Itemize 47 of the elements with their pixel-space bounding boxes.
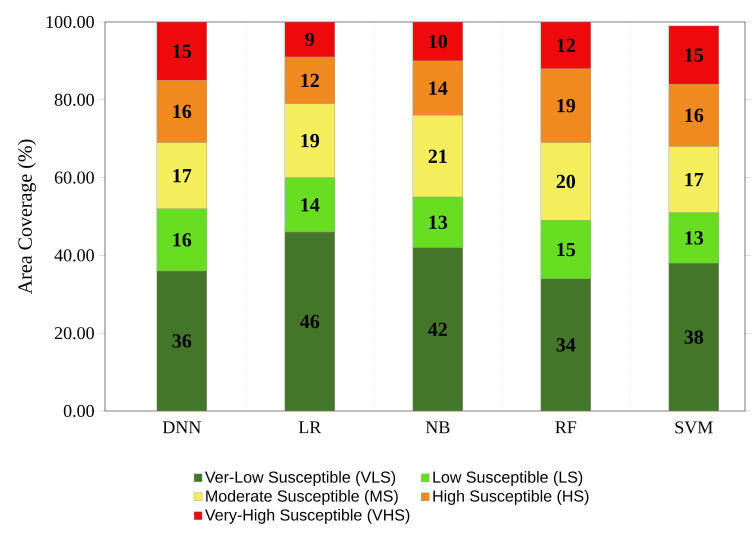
data-label: 16 (685, 108, 704, 122)
x-tick-label: RF (555, 421, 576, 434)
bar (156, 22, 207, 81)
data-label: 13 (429, 216, 448, 230)
legend-label: High Susceptible (HS) (433, 490, 588, 505)
data-label: 13 (685, 231, 704, 245)
y-tick-label: 20.00 (54, 327, 94, 340)
x-tick-label: NB (426, 421, 450, 434)
y-tick-label: 0.00 (64, 404, 94, 418)
bar (668, 26, 719, 84)
data-label: 19 (301, 134, 320, 148)
y-tick-label: 100.00 (46, 16, 94, 28)
data-label: 38 (684, 330, 704, 344)
bar (284, 22, 335, 58)
data-label: 17 (685, 172, 704, 186)
bar (412, 22, 463, 62)
data-label: 42 (428, 322, 447, 336)
data-label: 20 (556, 174, 576, 188)
data-label: 14 (429, 82, 448, 95)
data-label: 15 (557, 242, 576, 256)
data-label: 16 (173, 233, 192, 247)
legend-label: Very-High Susceptible (VHS) (204, 508, 410, 524)
y-tick-label: 60.00 (54, 171, 94, 184)
y-axis-title: Area Coverage (%) (18, 140, 36, 294)
data-label: 46 (300, 314, 320, 328)
y-tick-label: 80.00 (54, 94, 94, 106)
data-label: 36 (172, 334, 192, 348)
data-label: 15 (685, 48, 704, 62)
legend-label: Moderate Susceptible (MS) (206, 490, 398, 505)
data-label: 17 (173, 169, 192, 182)
data-label: 15 (173, 44, 192, 58)
data-label: 16 (173, 104, 192, 118)
legend-label: Low Susceptible (LS) (433, 471, 582, 486)
x-tick-label: LR (298, 421, 322, 434)
legend-label: Ver-Low Susceptible (VLS) (204, 471, 396, 486)
data-label: 12 (301, 74, 319, 87)
data-label: 9 (305, 32, 314, 46)
data-label: 12 (557, 38, 575, 52)
y-tick-label: 40.00 (54, 249, 94, 262)
data-label: 21 (428, 150, 447, 163)
x-tick-label: DNN (162, 421, 201, 434)
x-tick-label: SVM (675, 421, 713, 434)
data-label: 34 (556, 338, 576, 352)
data-label: 10 (429, 34, 448, 48)
data-label: 14 (301, 198, 320, 212)
data-label: 19 (557, 98, 576, 112)
bar (540, 22, 591, 69)
